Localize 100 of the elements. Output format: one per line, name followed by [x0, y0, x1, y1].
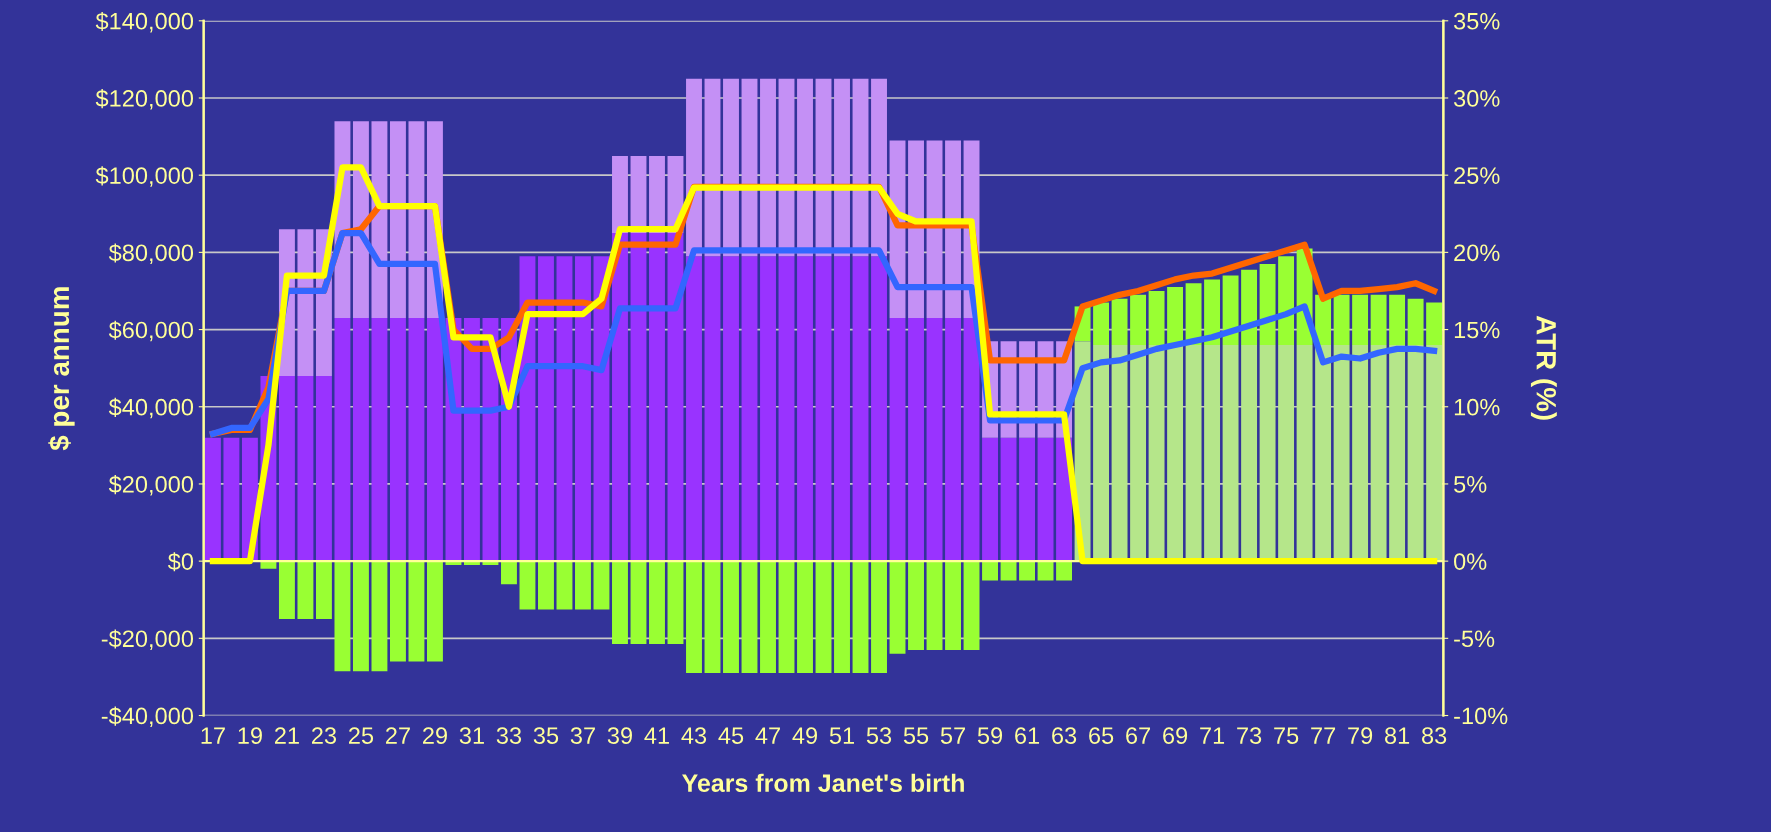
bar [519, 561, 536, 610]
bar [538, 256, 554, 562]
bar [427, 561, 443, 662]
x-tick-label: 73 [1237, 727, 1262, 744]
bar [1000, 561, 1017, 581]
x-tick-label: 41 [644, 727, 669, 744]
bar [204, 437, 221, 562]
bar [315, 561, 332, 620]
x-tick-label: 55 [903, 727, 929, 744]
y-axis-title: $ per annum [48, 287, 75, 451]
bar [538, 561, 554, 610]
x-tick-label: 33 [496, 727, 522, 744]
bar [1130, 294, 1147, 345]
bar [464, 317, 480, 562]
bar [815, 561, 832, 674]
x-tick-label: 63 [1052, 727, 1077, 744]
bar [871, 78, 887, 257]
bar [371, 561, 388, 672]
x-tick-label: 75 [1274, 727, 1299, 744]
x-tick-label: 23 [311, 727, 337, 744]
bar [556, 561, 573, 610]
bar [871, 561, 887, 674]
bar [778, 561, 795, 674]
bar [501, 561, 517, 585]
y2-tick-label: 20% [1454, 244, 1500, 262]
bar [408, 561, 425, 662]
y2-tick-label: 25% [1454, 167, 1500, 184]
bar [945, 317, 961, 562]
bar [1426, 345, 1443, 562]
bar [797, 561, 813, 674]
bar [797, 256, 813, 562]
bar [926, 561, 943, 650]
x-tick-label: 25 [349, 727, 374, 744]
bar [871, 256, 887, 562]
x-tick-label: 67 [1126, 727, 1151, 744]
bar [389, 317, 406, 562]
bar [852, 561, 869, 674]
bar [297, 561, 314, 620]
bar [389, 561, 406, 662]
bar [1389, 294, 1406, 345]
y2-tick-label: 15% [1454, 321, 1500, 339]
y-tick-label: $20,000 [108, 475, 194, 496]
bar [1407, 298, 1424, 345]
bar [1278, 256, 1295, 345]
bar [723, 256, 739, 562]
bar [889, 317, 906, 562]
bar [797, 78, 813, 257]
x-tick-label: 49 [792, 727, 818, 744]
x-tick-label: 71 [1200, 727, 1225, 744]
bar [630, 233, 647, 562]
bar [760, 561, 776, 674]
y2-axis-title: ATR (%) [1530, 315, 1557, 420]
y2-tick-label: 5% [1454, 476, 1487, 493]
bar [982, 437, 998, 562]
bar [649, 155, 665, 234]
x-tick-label: 79 [1348, 727, 1373, 744]
x-tick-label: 53 [866, 727, 892, 744]
bar [612, 155, 628, 234]
bar [704, 256, 721, 562]
bar [889, 561, 906, 654]
bar [1019, 437, 1035, 562]
bar [760, 256, 776, 562]
bar [1333, 294, 1350, 345]
bar [389, 121, 406, 318]
y-tick-label: $100,000 [95, 166, 194, 187]
x-axis-title: Years from Janet's birth [682, 773, 964, 792]
y-tick-label: $0 [167, 552, 194, 572]
bar [686, 561, 702, 674]
x-tick-label: 19 [238, 727, 262, 744]
bar [427, 317, 443, 562]
bar [704, 561, 721, 674]
bar [408, 317, 425, 562]
bar [1019, 561, 1035, 581]
bar [982, 561, 998, 581]
bar [371, 317, 388, 562]
y-tick-label: $60,000 [108, 320, 194, 342]
bar [649, 233, 665, 562]
bar [834, 256, 850, 562]
x-tick-label: 17 [201, 727, 225, 744]
y-tick-label: $40,000 [108, 397, 194, 419]
bar [1370, 294, 1387, 345]
bar [1204, 279, 1221, 345]
x-tick-label: 39 [607, 727, 632, 744]
bar [852, 256, 869, 562]
y2-tick-label: -5% [1454, 630, 1495, 648]
y2-tick-label: 35% [1453, 12, 1500, 30]
bar [667, 561, 684, 645]
bar [963, 317, 980, 562]
bar [315, 375, 332, 562]
x-tick-label: 59 [977, 727, 1003, 744]
bar [834, 78, 850, 257]
bar [963, 561, 980, 650]
bar [1037, 437, 1054, 562]
x-tick-label: 69 [1163, 727, 1188, 744]
y2-tick-label: 0% [1454, 553, 1487, 570]
bar [741, 561, 758, 674]
bar [278, 375, 295, 562]
bar [352, 317, 369, 562]
x-tick-label: 65 [1089, 727, 1114, 744]
y-tick-label: $140,000 [95, 11, 194, 33]
